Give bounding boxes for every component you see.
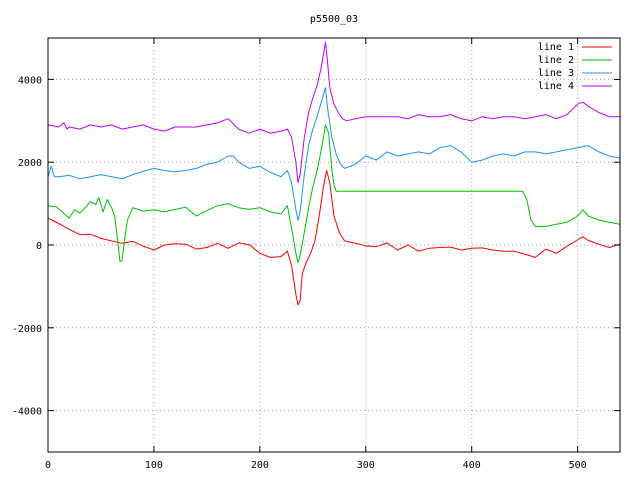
x-tick-label: 300 xyxy=(357,460,375,471)
y-tick-label: 4000 xyxy=(18,75,42,86)
series-group xyxy=(47,41,621,306)
grid xyxy=(48,38,620,452)
legend: line 1 line 2 line 3 line 4 xyxy=(538,42,612,92)
y-tick-label: 0 xyxy=(36,241,42,252)
series-line-4 xyxy=(47,41,620,184)
x-tick-label: 200 xyxy=(251,460,269,471)
legend-label-1: line 1 xyxy=(538,42,574,53)
y-tick-label: 2000 xyxy=(18,158,42,169)
axis-ticks: 0 100 200 300 400 500 -4000 -2000 0 2000 4000 xyxy=(12,38,620,471)
x-tick-label: 500 xyxy=(569,460,587,471)
y-tick-label: -2000 xyxy=(12,324,42,335)
series-line-2 xyxy=(47,124,621,264)
x-tick-label: 0 xyxy=(45,460,51,471)
legend-label-4: line 4 xyxy=(538,81,574,92)
legend-label-3: line 3 xyxy=(538,68,574,79)
series-line-1 xyxy=(47,170,621,306)
series-line-3 xyxy=(47,87,621,221)
y-tick-label: -4000 xyxy=(12,407,42,418)
x-tick-label: 400 xyxy=(463,460,481,471)
x-tick-label: 100 xyxy=(145,460,163,471)
plot-frame xyxy=(47,37,621,453)
legend-label-2: line 2 xyxy=(538,55,574,66)
chart-title: p5500_03 xyxy=(310,14,358,25)
